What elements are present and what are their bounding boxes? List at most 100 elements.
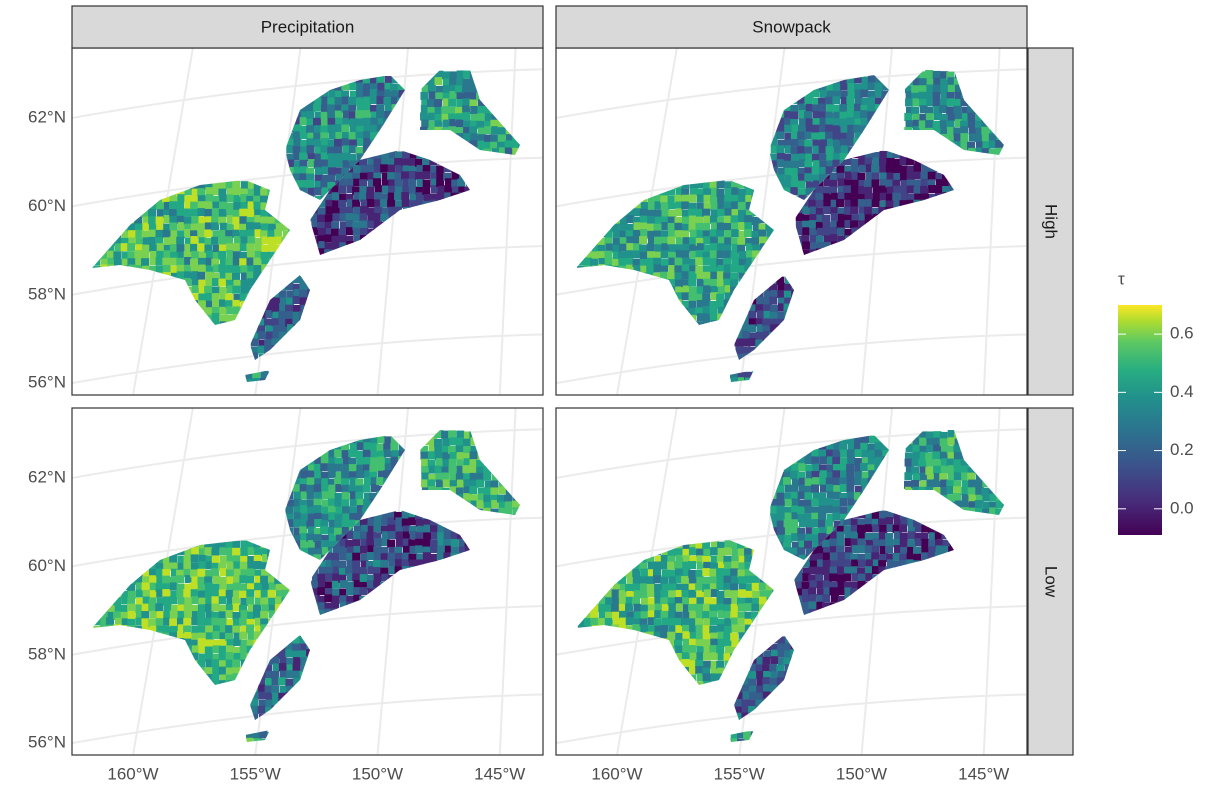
glacier-cell bbox=[370, 89, 378, 97]
glacier-cell bbox=[355, 492, 363, 500]
glacier-cell bbox=[205, 201, 213, 209]
glacier-cell bbox=[320, 159, 328, 167]
glacier-cell bbox=[837, 228, 845, 236]
glacier-cell bbox=[212, 584, 220, 592]
glacier-cell bbox=[830, 173, 838, 181]
map-panel bbox=[72, 48, 543, 395]
glacier-cell bbox=[682, 264, 690, 272]
glacier-cell bbox=[320, 180, 328, 188]
glacier-cell bbox=[149, 230, 157, 238]
glacier-cell bbox=[476, 500, 484, 508]
glacier-cell bbox=[646, 265, 654, 273]
glacier-cell bbox=[226, 258, 234, 266]
glacier-cell bbox=[682, 292, 690, 300]
glacier-cell bbox=[933, 92, 941, 100]
glacier-cell bbox=[328, 153, 336, 161]
glacier-cell bbox=[176, 258, 184, 266]
glacier-cell bbox=[597, 251, 605, 259]
glacier-cell bbox=[422, 539, 430, 547]
glacier-cell bbox=[353, 165, 361, 173]
glacier-cell bbox=[832, 96, 840, 104]
glacier-cell bbox=[313, 118, 321, 126]
glacier-cell bbox=[170, 610, 178, 618]
glacier-cell bbox=[388, 531, 396, 539]
glacier-cell bbox=[349, 132, 357, 140]
glacier-cell bbox=[655, 209, 663, 217]
glacier-cell bbox=[731, 201, 739, 209]
glacier-cell bbox=[321, 138, 329, 146]
glacier-cell bbox=[260, 611, 268, 619]
glacier-cell bbox=[226, 652, 234, 660]
glacier-cell bbox=[369, 464, 377, 472]
glacier-cell bbox=[163, 596, 171, 604]
map-panel bbox=[556, 408, 1027, 755]
glacier-cell bbox=[342, 506, 350, 514]
glacier-cell bbox=[853, 125, 861, 133]
glacier-cell bbox=[731, 229, 739, 237]
glacier-cell bbox=[802, 227, 810, 235]
glacier-cell bbox=[204, 209, 212, 217]
glacier-cell bbox=[730, 265, 738, 273]
glacier-cell bbox=[176, 575, 184, 583]
glacier-cell bbox=[809, 220, 817, 228]
glacier-cell bbox=[191, 547, 199, 555]
glacier-cell bbox=[710, 243, 718, 251]
glacier-cell bbox=[791, 161, 799, 169]
glacier-cell bbox=[667, 236, 675, 244]
glacier-cell bbox=[206, 251, 214, 259]
glacier-cell bbox=[871, 164, 879, 172]
glacier-cell bbox=[470, 106, 478, 114]
glacier-cell bbox=[674, 195, 682, 203]
glacier-cell bbox=[825, 124, 833, 132]
glacier-cell bbox=[239, 618, 247, 626]
glacier-cell bbox=[769, 297, 777, 305]
glacier-cell bbox=[430, 545, 438, 553]
glacier-cell bbox=[843, 185, 851, 193]
glacier-cell bbox=[427, 99, 435, 107]
glacier-cell bbox=[865, 192, 873, 200]
glacier-cell bbox=[197, 208, 205, 216]
glacier-cell bbox=[919, 78, 927, 86]
glacier-cell bbox=[420, 92, 428, 100]
x-tick-label: 155°W bbox=[230, 764, 281, 783]
glacier-cell bbox=[483, 472, 491, 480]
glacier-cell bbox=[341, 471, 349, 479]
glacier-cell bbox=[314, 505, 322, 513]
glacier-cell bbox=[434, 99, 442, 107]
glacier-cell bbox=[198, 638, 206, 646]
glacier-cell bbox=[689, 293, 697, 301]
glacier-cell bbox=[269, 243, 277, 251]
glacier-cell bbox=[415, 545, 423, 553]
glacier-cell bbox=[777, 312, 785, 320]
glacier-cell bbox=[341, 125, 349, 133]
glacier-cell bbox=[353, 228, 361, 236]
glacier-cell bbox=[463, 79, 471, 87]
glacier-cell bbox=[385, 76, 393, 84]
glacier-cell bbox=[128, 611, 136, 619]
glacier-cell bbox=[731, 187, 739, 195]
glacier-cell bbox=[169, 201, 177, 209]
glacier-cell bbox=[448, 465, 456, 473]
glacier-cell bbox=[925, 70, 933, 78]
glacier-cell bbox=[667, 272, 675, 280]
glacier-cell bbox=[825, 97, 833, 105]
glacier-cell bbox=[240, 562, 248, 570]
glacier-cell bbox=[832, 105, 840, 113]
map-panel bbox=[72, 408, 543, 755]
glacier-cell bbox=[307, 145, 315, 153]
glacier-cell bbox=[725, 208, 733, 216]
y-tick-label: 60°N bbox=[28, 556, 66, 575]
glacier-cell bbox=[928, 185, 936, 193]
glacier-cell bbox=[334, 528, 342, 536]
glacier-cell bbox=[268, 590, 276, 598]
glacier-cell bbox=[127, 604, 135, 612]
glacier-cell bbox=[886, 165, 894, 173]
glacier-cell bbox=[218, 251, 226, 259]
glacier-cell bbox=[246, 589, 254, 597]
glacier-cell bbox=[661, 250, 669, 258]
glacier-cell bbox=[184, 611, 192, 619]
glacier-cell bbox=[246, 597, 254, 605]
glacier-cell bbox=[463, 98, 471, 106]
glacier-cell bbox=[219, 646, 227, 654]
glacier-cell bbox=[348, 105, 356, 113]
